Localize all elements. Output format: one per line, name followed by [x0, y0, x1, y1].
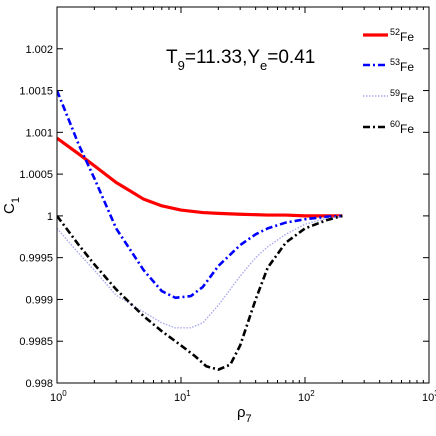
x-axis-label-base: ρ — [237, 404, 246, 421]
y-tick-label: 1.002 — [25, 44, 53, 56]
title-y-sub: e — [260, 58, 267, 73]
series-line-59fe — [57, 215, 343, 329]
y-tick-label: 0.9995 — [19, 253, 53, 265]
series-layer — [57, 90, 343, 371]
ticks-layer: 100 101 102 103 0.998 0.9985 0.999 0.9995 1 1.000… — [19, 7, 436, 404]
series-line-52fe — [57, 136, 343, 218]
series-line-60fe — [57, 214, 343, 371]
series-line-53fe — [57, 90, 343, 300]
title-t-sub: 9 — [178, 58, 185, 73]
y-tick-label: 0.998 — [25, 378, 53, 390]
y-axis-label: C1 — [1, 197, 22, 214]
y-axis-label-sub: 1 — [10, 197, 22, 203]
y-tick-label: 1.0015 — [19, 86, 53, 98]
title-t-value: =11.33,Y — [185, 47, 261, 68]
y-tick-label: 1.0005 — [19, 169, 53, 181]
title-y-value: =0.41 — [267, 47, 315, 68]
x-tick-label: 102 — [298, 389, 315, 404]
x-axis-label-sub: 7 — [246, 413, 252, 425]
title-t-base: T — [166, 47, 178, 68]
chart-title: T9=11.33,Ye=0.41 — [166, 47, 315, 73]
plot-frame — [56, 6, 430, 384]
y-tick-label: 1.001 — [25, 127, 53, 139]
y-tick-label: 0.999 — [25, 294, 53, 306]
legend-label-60fe: 60Fe — [390, 119, 414, 136]
x-tick-label: 100 — [50, 389, 67, 404]
x-tick-label: 101 — [174, 389, 191, 404]
x-axis-label: ρ7 — [237, 404, 252, 425]
legend-label-52fe: 52Fe — [390, 27, 414, 44]
y-tick-label: 0.9985 — [19, 336, 53, 348]
legend-label-53fe: 53Fe — [390, 57, 414, 74]
y-tick-label: 1 — [47, 211, 53, 223]
legend: 52Fe 53Fe 59Fe 60Fe — [363, 27, 414, 136]
legend-label-59fe: 59Fe — [390, 88, 414, 105]
x-tick-label: 103 — [422, 389, 436, 404]
y-axis-label-base: C — [1, 203, 18, 214]
